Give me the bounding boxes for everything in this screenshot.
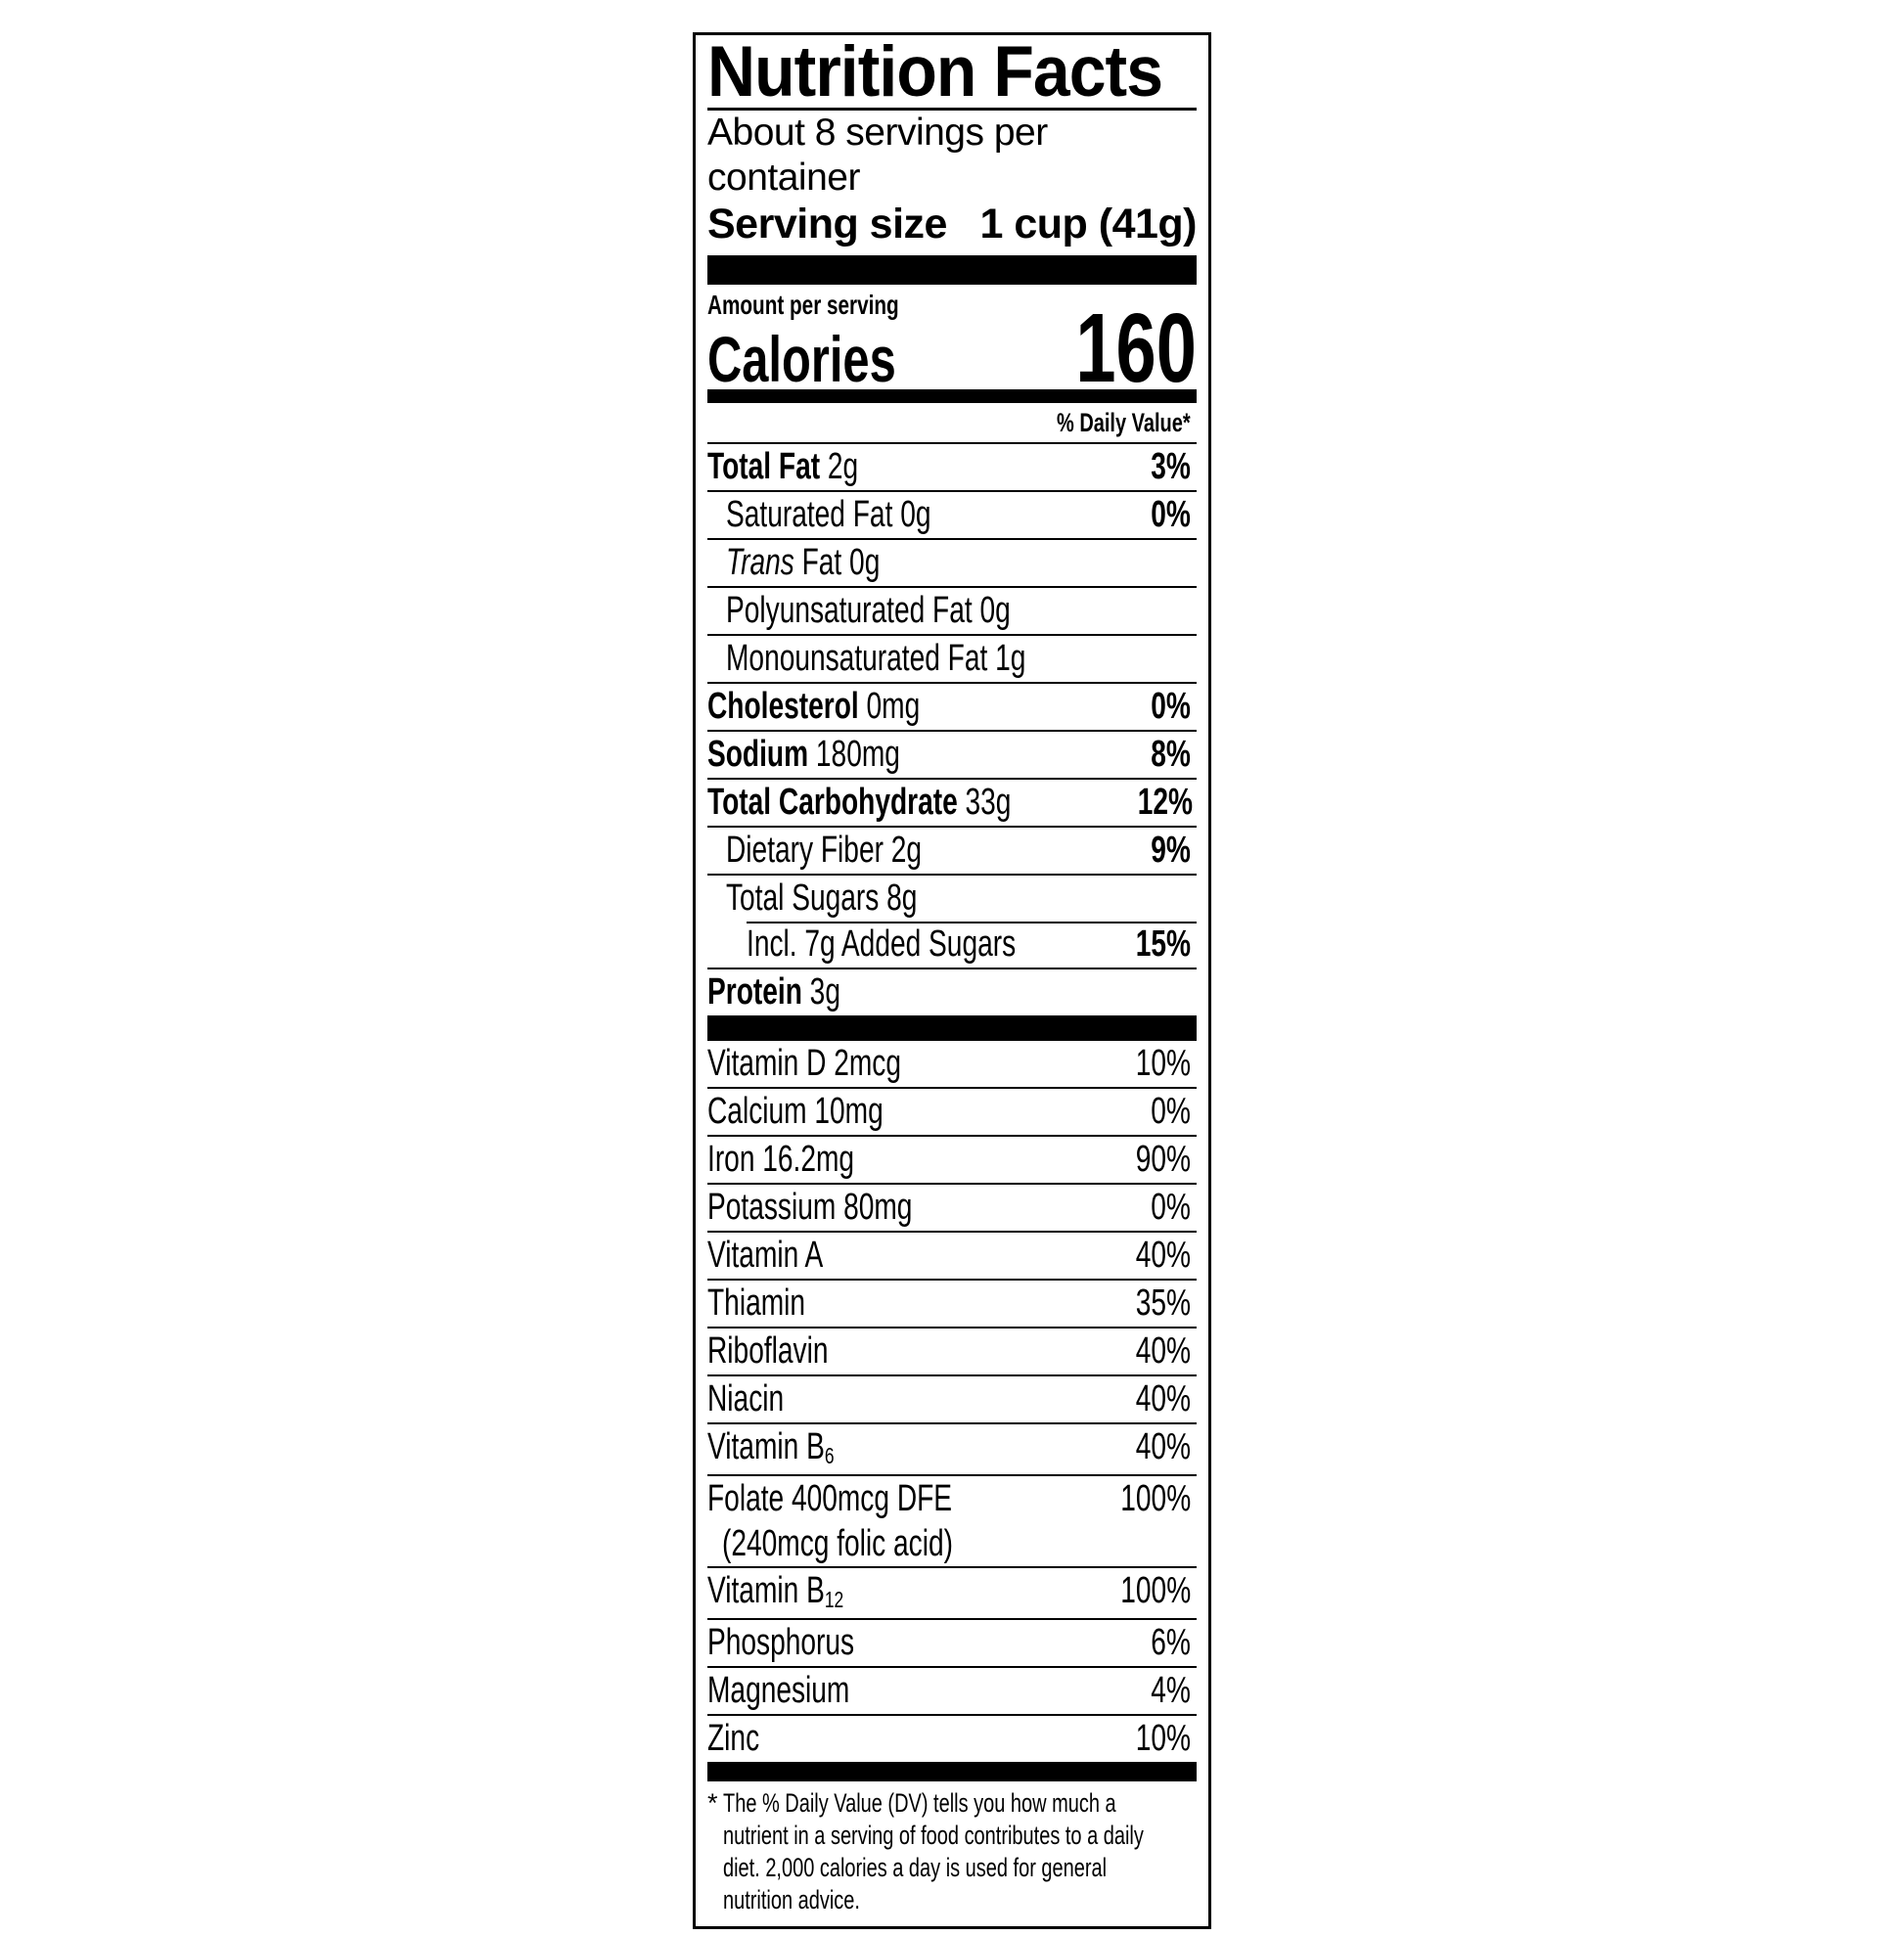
nutrient-name: Cholesterol 0mg xyxy=(707,686,921,727)
daily-value-percent: 40% xyxy=(1135,1378,1191,1419)
nutrient-row-vitamin-b6: Vitamin B6 40% xyxy=(707,1422,1197,1474)
nutrient-name: Vitamin A xyxy=(707,1235,824,1276)
serving-size-row: Serving size 1 cup (41g) xyxy=(707,201,1197,248)
nutrient-row-iron: Iron 16.2mg 90% xyxy=(707,1135,1197,1183)
daily-value-percent: 9% xyxy=(1151,830,1191,871)
footnote-line: diet. 2,000 calories a day is used for g… xyxy=(723,1853,1108,1882)
nutrient-name: Vitamin B6 xyxy=(707,1426,835,1469)
daily-value-header: % Daily Value* xyxy=(1057,408,1191,437)
nutrient-row-phosphorus: Phosphorus 6% xyxy=(707,1618,1197,1666)
nutrient-row-thiamin: Thiamin 35% xyxy=(707,1279,1197,1327)
vitamins-minerals-section: Vitamin D 2mcg 10% Calcium 10mg 0% Iron … xyxy=(707,1041,1197,1762)
nutrient-name: Riboflavin xyxy=(707,1330,829,1372)
daily-value-percent: 40% xyxy=(1135,1426,1191,1467)
nutrient-row-cholesterol: Cholesterol 0mg 0% xyxy=(707,682,1197,730)
nutrient-name: Total Fat 2g xyxy=(707,446,859,487)
footnote-line: The % Daily Value (DV) tells you how muc… xyxy=(723,1788,1116,1818)
footnote-line: nutrient in a serving of food contribute… xyxy=(723,1821,1144,1850)
daily-value-percent: 4% xyxy=(1151,1670,1191,1711)
nutrient-name: Sodium 180mg xyxy=(707,734,900,775)
footnote: * The % Daily Value (DV) tells you how m… xyxy=(707,1787,1197,1916)
separator-bar-medium xyxy=(707,389,1197,403)
daily-value-percent: 0% xyxy=(1151,1091,1191,1132)
nutrient-row-riboflavin: Riboflavin 40% xyxy=(707,1327,1197,1374)
nutrient-row-polyunsaturated-fat: Polyunsaturated Fat 0g xyxy=(707,586,1197,634)
nutrient-row-vitamin-b12: Vitamin B12 100% xyxy=(707,1566,1197,1618)
nutrient-name: Incl. 7g Added Sugars xyxy=(747,923,1017,965)
label-title: Nutrition Facts xyxy=(707,35,1197,111)
nutrient-row-calcium: Calcium 10mg 0% xyxy=(707,1087,1197,1135)
nutrient-name: Dietary Fiber 2g xyxy=(726,830,923,871)
footnote-line: nutrition advice. xyxy=(723,1885,860,1914)
nutrient-row-potassium: Potassium 80mg 0% xyxy=(707,1183,1197,1231)
separator-bar-thick xyxy=(707,255,1197,285)
daily-value-percent: 0% xyxy=(1151,494,1191,535)
nutrient-row-vitamin-a: Vitamin A 40% xyxy=(707,1231,1197,1279)
serving-size-label: Serving size xyxy=(707,201,947,248)
nutrition-facts-label: Nutrition Facts About 8 servings per con… xyxy=(693,32,1211,1929)
calories-row: Calories 160 xyxy=(707,293,1197,403)
nutrient-name: Phosphorus xyxy=(707,1622,855,1663)
label-title-text: Nutrition Facts xyxy=(707,32,1163,112)
nutrient-row-niacin: Niacin 40% xyxy=(707,1374,1197,1422)
daily-value-percent: 10% xyxy=(1135,1043,1191,1084)
daily-value-percent: 12% xyxy=(1137,782,1193,823)
calories-value: 160 xyxy=(1075,293,1197,403)
nutrient-name: Calcium 10mg xyxy=(707,1091,884,1132)
nutrient-name: Iron 16.2mg xyxy=(707,1139,855,1180)
daily-value-percent: 0% xyxy=(1151,1187,1191,1228)
nutrient-name: Niacin xyxy=(707,1378,785,1419)
nutrient-row-zinc: Zinc 10% xyxy=(707,1714,1197,1762)
nutrient-row-total-carbohydrate: Total Carbohydrate 33g 12% xyxy=(707,778,1197,826)
nutrient-row-sodium: Sodium 180mg 8% xyxy=(707,730,1197,778)
nutrient-name: Total Carbohydrate 33g xyxy=(707,782,1012,823)
footnote-asterisk: * xyxy=(707,1788,718,1818)
nutrient-row-vitamin-d: Vitamin D 2mcg 10% xyxy=(707,1041,1197,1087)
nutrient-row-total-sugars: Total Sugars 8g xyxy=(707,874,1197,922)
daily-value-percent: 100% xyxy=(1120,1478,1191,1519)
nutrient-row-magnesium: Magnesium 4% xyxy=(707,1666,1197,1714)
nutrient-name: Potassium 80mg xyxy=(707,1187,913,1228)
nutrient-row-added-sugars: Incl. 7g Added Sugars 15% xyxy=(707,922,1197,968)
footnote-text: The % Daily Value (DV) tells you how muc… xyxy=(723,1787,1197,1916)
daily-value-percent: 8% xyxy=(1151,734,1191,775)
nutrient-row-monounsaturated-fat: Monounsaturated Fat 1g xyxy=(707,634,1197,682)
daily-value-percent: 10% xyxy=(1135,1718,1191,1759)
daily-value-percent: 90% xyxy=(1135,1139,1191,1180)
amount-per-serving-label: Amount per serving xyxy=(707,290,899,320)
nutrient-name: Saturated Fat 0g xyxy=(726,494,931,535)
separator-bar-thick xyxy=(707,1015,1197,1041)
nutrient-row-protein: Protein 3g xyxy=(707,968,1197,1015)
nutrient-name: Zinc xyxy=(707,1718,760,1759)
nutrient-name: Vitamin B12 xyxy=(707,1570,844,1613)
nutrient-name: Magnesium xyxy=(707,1670,850,1711)
nutrient-name: Thiamin xyxy=(707,1283,806,1324)
nutrient-name: Folate 400mcg DFE (240mcg folic acid) xyxy=(707,1476,1038,1566)
nutrient-name: Monounsaturated Fat 1g xyxy=(726,638,1026,679)
daily-value-percent: 6% xyxy=(1151,1622,1191,1663)
separator-bar-thick xyxy=(707,1762,1197,1781)
core-nutrients-section: Total Fat 2g 3% Saturated Fat 0g 0% Tran… xyxy=(707,442,1197,1015)
daily-value-percent: 3% xyxy=(1151,446,1191,487)
nutrient-row-saturated-fat: Saturated Fat 0g 0% xyxy=(707,490,1197,538)
nutrient-name: Polyunsaturated Fat 0g xyxy=(726,590,1011,631)
daily-value-percent: 40% xyxy=(1135,1330,1191,1372)
daily-value-percent: 100% xyxy=(1120,1570,1191,1611)
calories-label: Calories xyxy=(707,323,896,395)
nutrient-row-trans-fat: Trans Fat 0g xyxy=(707,538,1197,586)
nutrient-name: Total Sugars 8g xyxy=(726,878,918,919)
nutrient-row-total-fat: Total Fat 2g 3% xyxy=(707,442,1197,490)
daily-value-percent: 35% xyxy=(1135,1283,1191,1324)
nutrient-row-folate: Folate 400mcg DFE (240mcg folic acid) 10… xyxy=(707,1474,1197,1566)
serving-size-value: 1 cup (41g) xyxy=(979,201,1198,248)
daily-value-percent: 15% xyxy=(1135,923,1191,965)
nutrient-name: Vitamin D 2mcg xyxy=(707,1043,901,1084)
folate-folic-acid-note: (240mcg folic acid) xyxy=(722,1523,953,1564)
nutrient-row-dietary-fiber: Dietary Fiber 2g 9% xyxy=(707,826,1197,874)
daily-value-percent: 0% xyxy=(1151,686,1191,727)
servings-per-container: About 8 servings per container xyxy=(707,112,1048,199)
nutrient-name: Protein 3g xyxy=(707,971,840,1013)
nutrient-name: Trans Fat 0g xyxy=(726,542,881,583)
daily-value-percent: 40% xyxy=(1135,1235,1191,1276)
